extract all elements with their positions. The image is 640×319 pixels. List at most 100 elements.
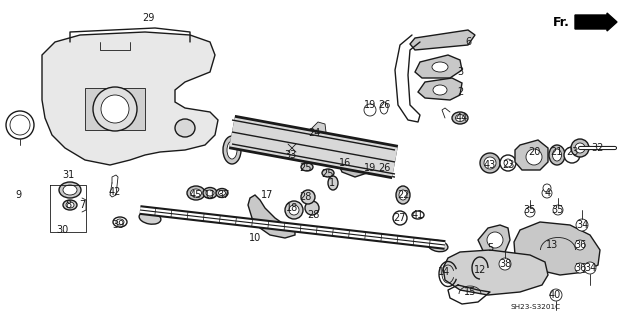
Circle shape	[576, 219, 588, 231]
Circle shape	[93, 87, 137, 131]
Polygon shape	[338, 150, 372, 177]
Circle shape	[542, 188, 552, 198]
Text: 36: 36	[574, 263, 586, 273]
Text: 9: 9	[15, 190, 21, 200]
Polygon shape	[312, 122, 326, 136]
Text: 36: 36	[574, 240, 586, 250]
Text: 30: 30	[56, 225, 68, 235]
Ellipse shape	[191, 189, 202, 197]
Text: 43: 43	[484, 160, 496, 170]
Ellipse shape	[227, 141, 237, 159]
Ellipse shape	[66, 202, 74, 208]
Circle shape	[526, 149, 542, 165]
Circle shape	[584, 262, 596, 274]
Circle shape	[575, 240, 585, 250]
Ellipse shape	[552, 149, 561, 161]
Polygon shape	[85, 88, 145, 130]
Text: 22: 22	[397, 190, 410, 200]
Polygon shape	[478, 225, 510, 258]
Polygon shape	[418, 78, 462, 100]
Circle shape	[499, 258, 511, 270]
Ellipse shape	[175, 119, 195, 137]
Text: 40: 40	[549, 290, 561, 300]
Ellipse shape	[116, 219, 124, 225]
Ellipse shape	[412, 211, 424, 219]
Text: 28: 28	[307, 210, 319, 220]
Text: 28: 28	[299, 192, 311, 202]
Text: 35: 35	[552, 205, 564, 215]
Ellipse shape	[223, 136, 241, 164]
Circle shape	[543, 184, 551, 192]
Ellipse shape	[216, 189, 228, 197]
Ellipse shape	[428, 240, 448, 252]
Text: 8: 8	[65, 200, 71, 210]
Circle shape	[525, 207, 535, 217]
Text: 17: 17	[261, 190, 273, 200]
Polygon shape	[443, 250, 548, 295]
Circle shape	[289, 205, 299, 215]
Text: Fr.: Fr.	[553, 16, 570, 28]
Circle shape	[571, 139, 589, 157]
Text: 41: 41	[412, 210, 424, 220]
Circle shape	[500, 155, 516, 171]
Ellipse shape	[203, 188, 217, 198]
Text: 35: 35	[524, 205, 536, 215]
Ellipse shape	[380, 102, 388, 114]
Text: 15: 15	[464, 287, 476, 297]
Ellipse shape	[63, 200, 77, 210]
Polygon shape	[515, 140, 548, 170]
Circle shape	[480, 153, 500, 173]
Ellipse shape	[206, 190, 214, 196]
Text: 12: 12	[474, 265, 486, 275]
Text: 39: 39	[112, 220, 124, 230]
Text: 21: 21	[550, 147, 562, 157]
Text: 19: 19	[364, 100, 376, 110]
Circle shape	[10, 115, 30, 135]
Text: 2: 2	[457, 87, 463, 97]
Ellipse shape	[218, 190, 225, 196]
Text: 3: 3	[457, 67, 463, 77]
Circle shape	[575, 143, 585, 153]
Text: 18: 18	[286, 203, 298, 213]
Text: 20: 20	[528, 147, 540, 157]
Text: 25: 25	[300, 163, 312, 173]
Ellipse shape	[396, 186, 410, 204]
Text: 14: 14	[438, 267, 450, 277]
Text: 24: 24	[308, 128, 320, 138]
Circle shape	[6, 111, 34, 139]
Text: 4: 4	[545, 188, 551, 198]
Polygon shape	[248, 195, 295, 238]
Ellipse shape	[63, 185, 77, 195]
Ellipse shape	[380, 162, 388, 174]
Text: SH23-S3201C: SH23-S3201C	[511, 304, 561, 310]
Text: 25: 25	[322, 169, 334, 179]
Circle shape	[364, 162, 376, 174]
Circle shape	[285, 141, 299, 155]
Ellipse shape	[187, 186, 205, 200]
Circle shape	[393, 211, 407, 225]
Ellipse shape	[432, 62, 448, 72]
Text: 13: 13	[546, 240, 558, 250]
Circle shape	[504, 159, 512, 167]
Circle shape	[550, 289, 562, 301]
Ellipse shape	[456, 115, 465, 122]
Text: 23: 23	[502, 160, 514, 170]
Text: 42: 42	[109, 187, 121, 197]
Text: 38: 38	[499, 259, 511, 269]
Ellipse shape	[113, 217, 127, 227]
Circle shape	[487, 232, 503, 248]
Circle shape	[553, 205, 563, 215]
Circle shape	[484, 157, 496, 169]
Circle shape	[101, 95, 129, 123]
Text: 5: 5	[487, 243, 493, 253]
Text: 10: 10	[249, 233, 261, 243]
Ellipse shape	[322, 169, 334, 177]
Text: 45: 45	[190, 190, 202, 200]
Text: 26: 26	[378, 100, 390, 110]
Circle shape	[301, 190, 315, 204]
Text: 16: 16	[339, 158, 351, 168]
Text: 1: 1	[329, 178, 335, 188]
Text: 6: 6	[465, 37, 471, 47]
Text: 19: 19	[364, 163, 376, 173]
Ellipse shape	[399, 190, 407, 200]
